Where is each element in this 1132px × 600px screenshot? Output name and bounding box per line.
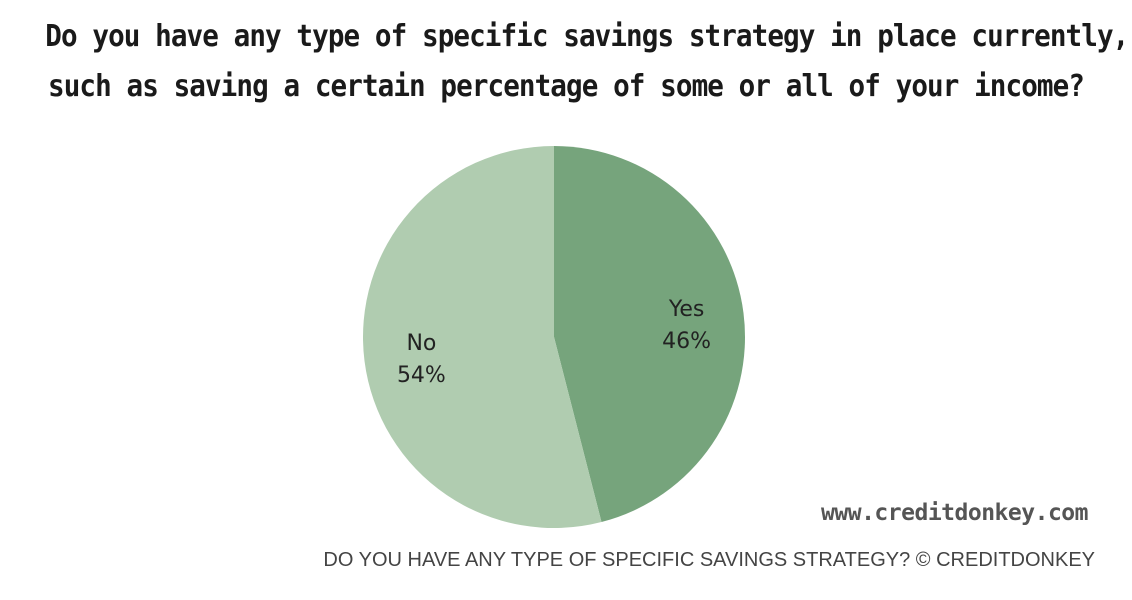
slice-value-yes: 46% bbox=[662, 329, 711, 354]
slice-label-yes: Yes bbox=[668, 297, 705, 322]
chart-title: Do you have any type of specific savings… bbox=[45, 12, 1129, 112]
watermark-url: www.creditdonkey.com bbox=[821, 500, 1088, 526]
chart-title-line-2: such as saving a certain percentage of s… bbox=[48, 69, 1085, 104]
slice-label-no: No bbox=[406, 331, 436, 356]
pie-slice-no bbox=[363, 145, 602, 528]
figure-caption: DO YOU HAVE ANY TYPE OF SPECIFIC SAVINGS… bbox=[323, 549, 1095, 571]
slice-value-no: 54% bbox=[397, 363, 446, 388]
pie-slice-yes bbox=[554, 146, 746, 522]
chart-title-line-1: Do you have any type of specific savings… bbox=[45, 19, 1129, 54]
